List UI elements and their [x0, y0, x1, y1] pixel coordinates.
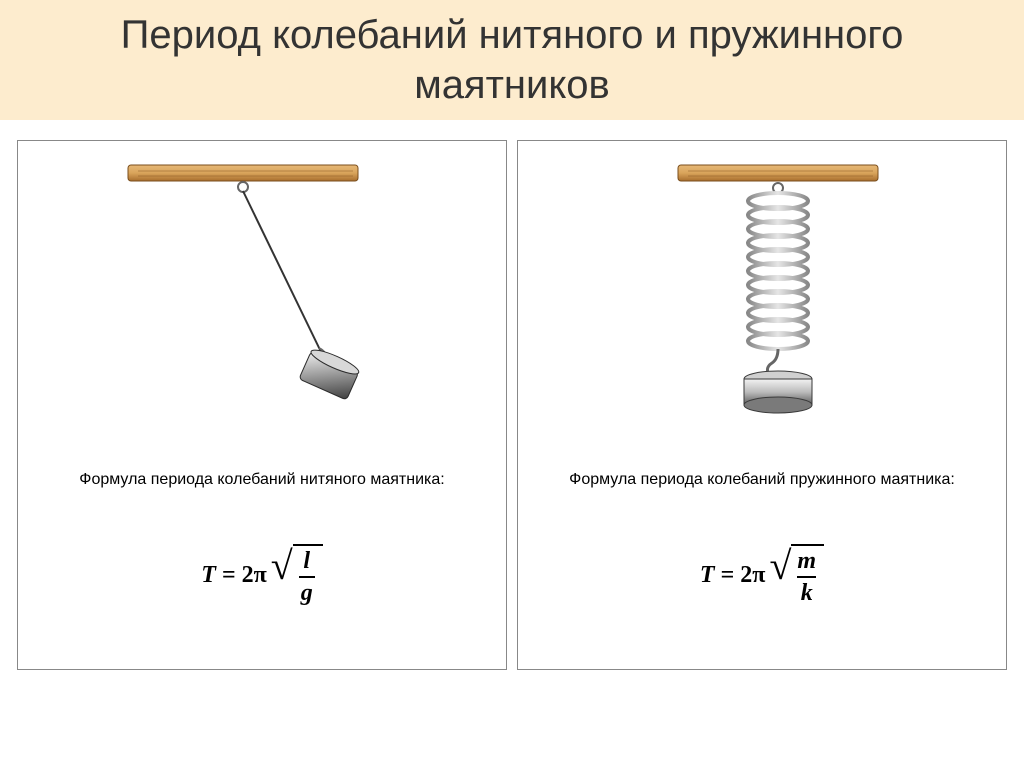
- radical-glyph: √: [271, 548, 293, 611]
- fraction-bar: [299, 576, 315, 578]
- slide-title: Период колебаний нитяного и пружинного м…: [0, 0, 1024, 120]
- formula-coeff: 2π: [740, 562, 765, 589]
- caption-string: Формула периода колебаний нитяного маятн…: [18, 471, 506, 489]
- formula-coeff: 2π: [242, 562, 267, 589]
- fraction-denominator: g: [301, 580, 313, 606]
- fraction-bar: [797, 576, 816, 578]
- diagram-string-pendulum: [18, 141, 506, 431]
- panels-row: Формула периода колебаний нитяного маятн…: [0, 120, 1024, 670]
- fraction-denominator: k: [801, 580, 813, 606]
- sqrt-group: √ m k: [769, 544, 824, 607]
- fraction-numerator: l: [303, 548, 310, 574]
- equals-glyph: =: [222, 562, 236, 589]
- radical-glyph: √: [769, 548, 791, 611]
- fraction-numerator: m: [797, 548, 816, 574]
- formula-string: T = 2π √ l g: [18, 544, 506, 607]
- diagram-spring-pendulum: [518, 141, 1006, 431]
- radicand: m k: [791, 544, 824, 607]
- formula-lhs: T: [201, 562, 216, 589]
- panel-string-pendulum: Формула периода колебаний нитяного маятн…: [17, 140, 507, 670]
- panel-spring-pendulum: Формула периода колебаний пружинного мая…: [517, 140, 1007, 670]
- sqrt-group: √ l g: [271, 544, 323, 607]
- formula-spring: T = 2π √ m k: [518, 544, 1006, 607]
- radicand: l g: [293, 544, 323, 607]
- caption-spring: Формула периода колебаний пружинного мая…: [518, 471, 1006, 489]
- formula-lhs: T: [700, 562, 715, 589]
- equals-glyph: =: [721, 562, 735, 589]
- string-pendulum-svg: [18, 141, 508, 431]
- spring-pendulum-svg: [518, 141, 1008, 431]
